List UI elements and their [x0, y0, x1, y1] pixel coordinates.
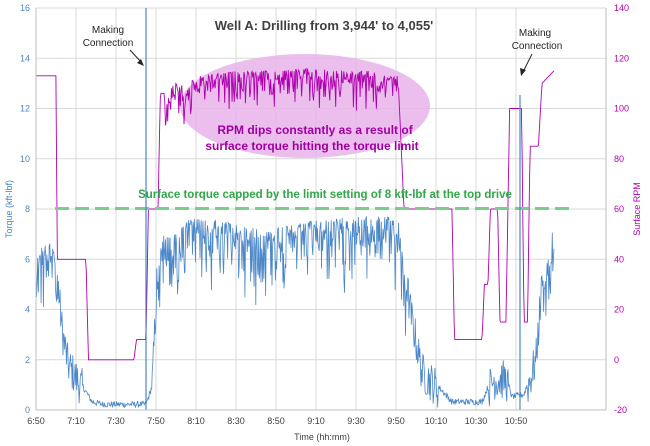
right-tick-label: -20: [614, 405, 627, 415]
x-tick-label: 7:30: [107, 416, 125, 426]
annotation-making-connection-2-line2: Connection: [512, 41, 563, 52]
right-axis-title: Surface RPM: [632, 182, 642, 236]
left-tick-label: 16: [20, 3, 30, 13]
x-axis-title: Time (hh:mm): [294, 432, 350, 442]
x-tick-label: 10:50: [505, 416, 528, 426]
annotation-arrow-2: [522, 53, 533, 73]
right-tick-label: 60: [614, 204, 624, 214]
arrowhead-icon: [520, 68, 526, 76]
annotation-rpm-dips-line2: surface torque hitting the torque limit: [205, 139, 418, 153]
torque-line: [35, 215, 555, 409]
left-tick-label: 10: [20, 154, 30, 164]
annotation-making-connection-1-line2: Connection: [83, 38, 134, 49]
left-tick-label: 4: [25, 305, 30, 315]
left-tick-label: 6: [25, 254, 30, 264]
torque-series: [35, 215, 555, 409]
rpm-dips-highlight: [180, 54, 430, 158]
annotation-torque-capped: Surface torque capped by the limit setti…: [138, 189, 512, 201]
annotation-making-connection-2-line1: Making: [519, 28, 551, 39]
x-tick-label: 8:10: [187, 416, 205, 426]
right-axis-ticks: -20 0 20 40 60 80 100 120 140: [614, 3, 629, 415]
rpm-line: [36, 67, 555, 361]
left-axis-title: Torque (kft-lbf): [4, 180, 14, 238]
chart-title: Well A: Drilling from 3,944' to 4,055': [215, 18, 434, 33]
x-tick-label: 6:50: [27, 416, 45, 426]
x-tick-label: 7:10: [67, 416, 85, 426]
x-tick-label: 9:30: [347, 416, 365, 426]
annotation-rpm-dips-line1: RPM dips constantly as a result of: [217, 123, 413, 137]
right-tick-label: 0: [614, 355, 619, 365]
left-axis-ticks: 0 2 4 6 8 10 12 14 16: [20, 3, 30, 415]
right-tick-label: 20: [614, 305, 624, 315]
arrowhead-icon: [137, 59, 144, 66]
right-tick-label: 120: [614, 53, 629, 63]
left-tick-label: 14: [20, 53, 30, 63]
x-tick-label: 9:50: [387, 416, 405, 426]
left-tick-label: 12: [20, 104, 30, 114]
right-tick-label: 100: [614, 104, 629, 114]
x-tick-label: 10:30: [465, 416, 488, 426]
left-tick-label: 2: [25, 355, 30, 365]
x-tick-label: 9:10: [307, 416, 325, 426]
x-tick-label: 10:10: [425, 416, 448, 426]
right-tick-label: 40: [614, 254, 624, 264]
annotation-making-connection-1-line1: Making: [92, 25, 124, 36]
x-tick-label: 8:50: [267, 416, 285, 426]
left-tick-label: 0: [25, 405, 30, 415]
rpm-series: [36, 67, 555, 361]
left-tick-label: 8: [25, 204, 30, 214]
right-tick-label: 80: [614, 154, 624, 164]
x-axis-ticks: 6:50 7:10 7:30 7:50 8:10 8:30 8:50 9:10 9:30 9:50…: [27, 416, 527, 426]
x-tick-label: 7:50: [147, 416, 165, 426]
x-tick-label: 8:30: [227, 416, 245, 426]
right-tick-label: 140: [614, 3, 629, 13]
